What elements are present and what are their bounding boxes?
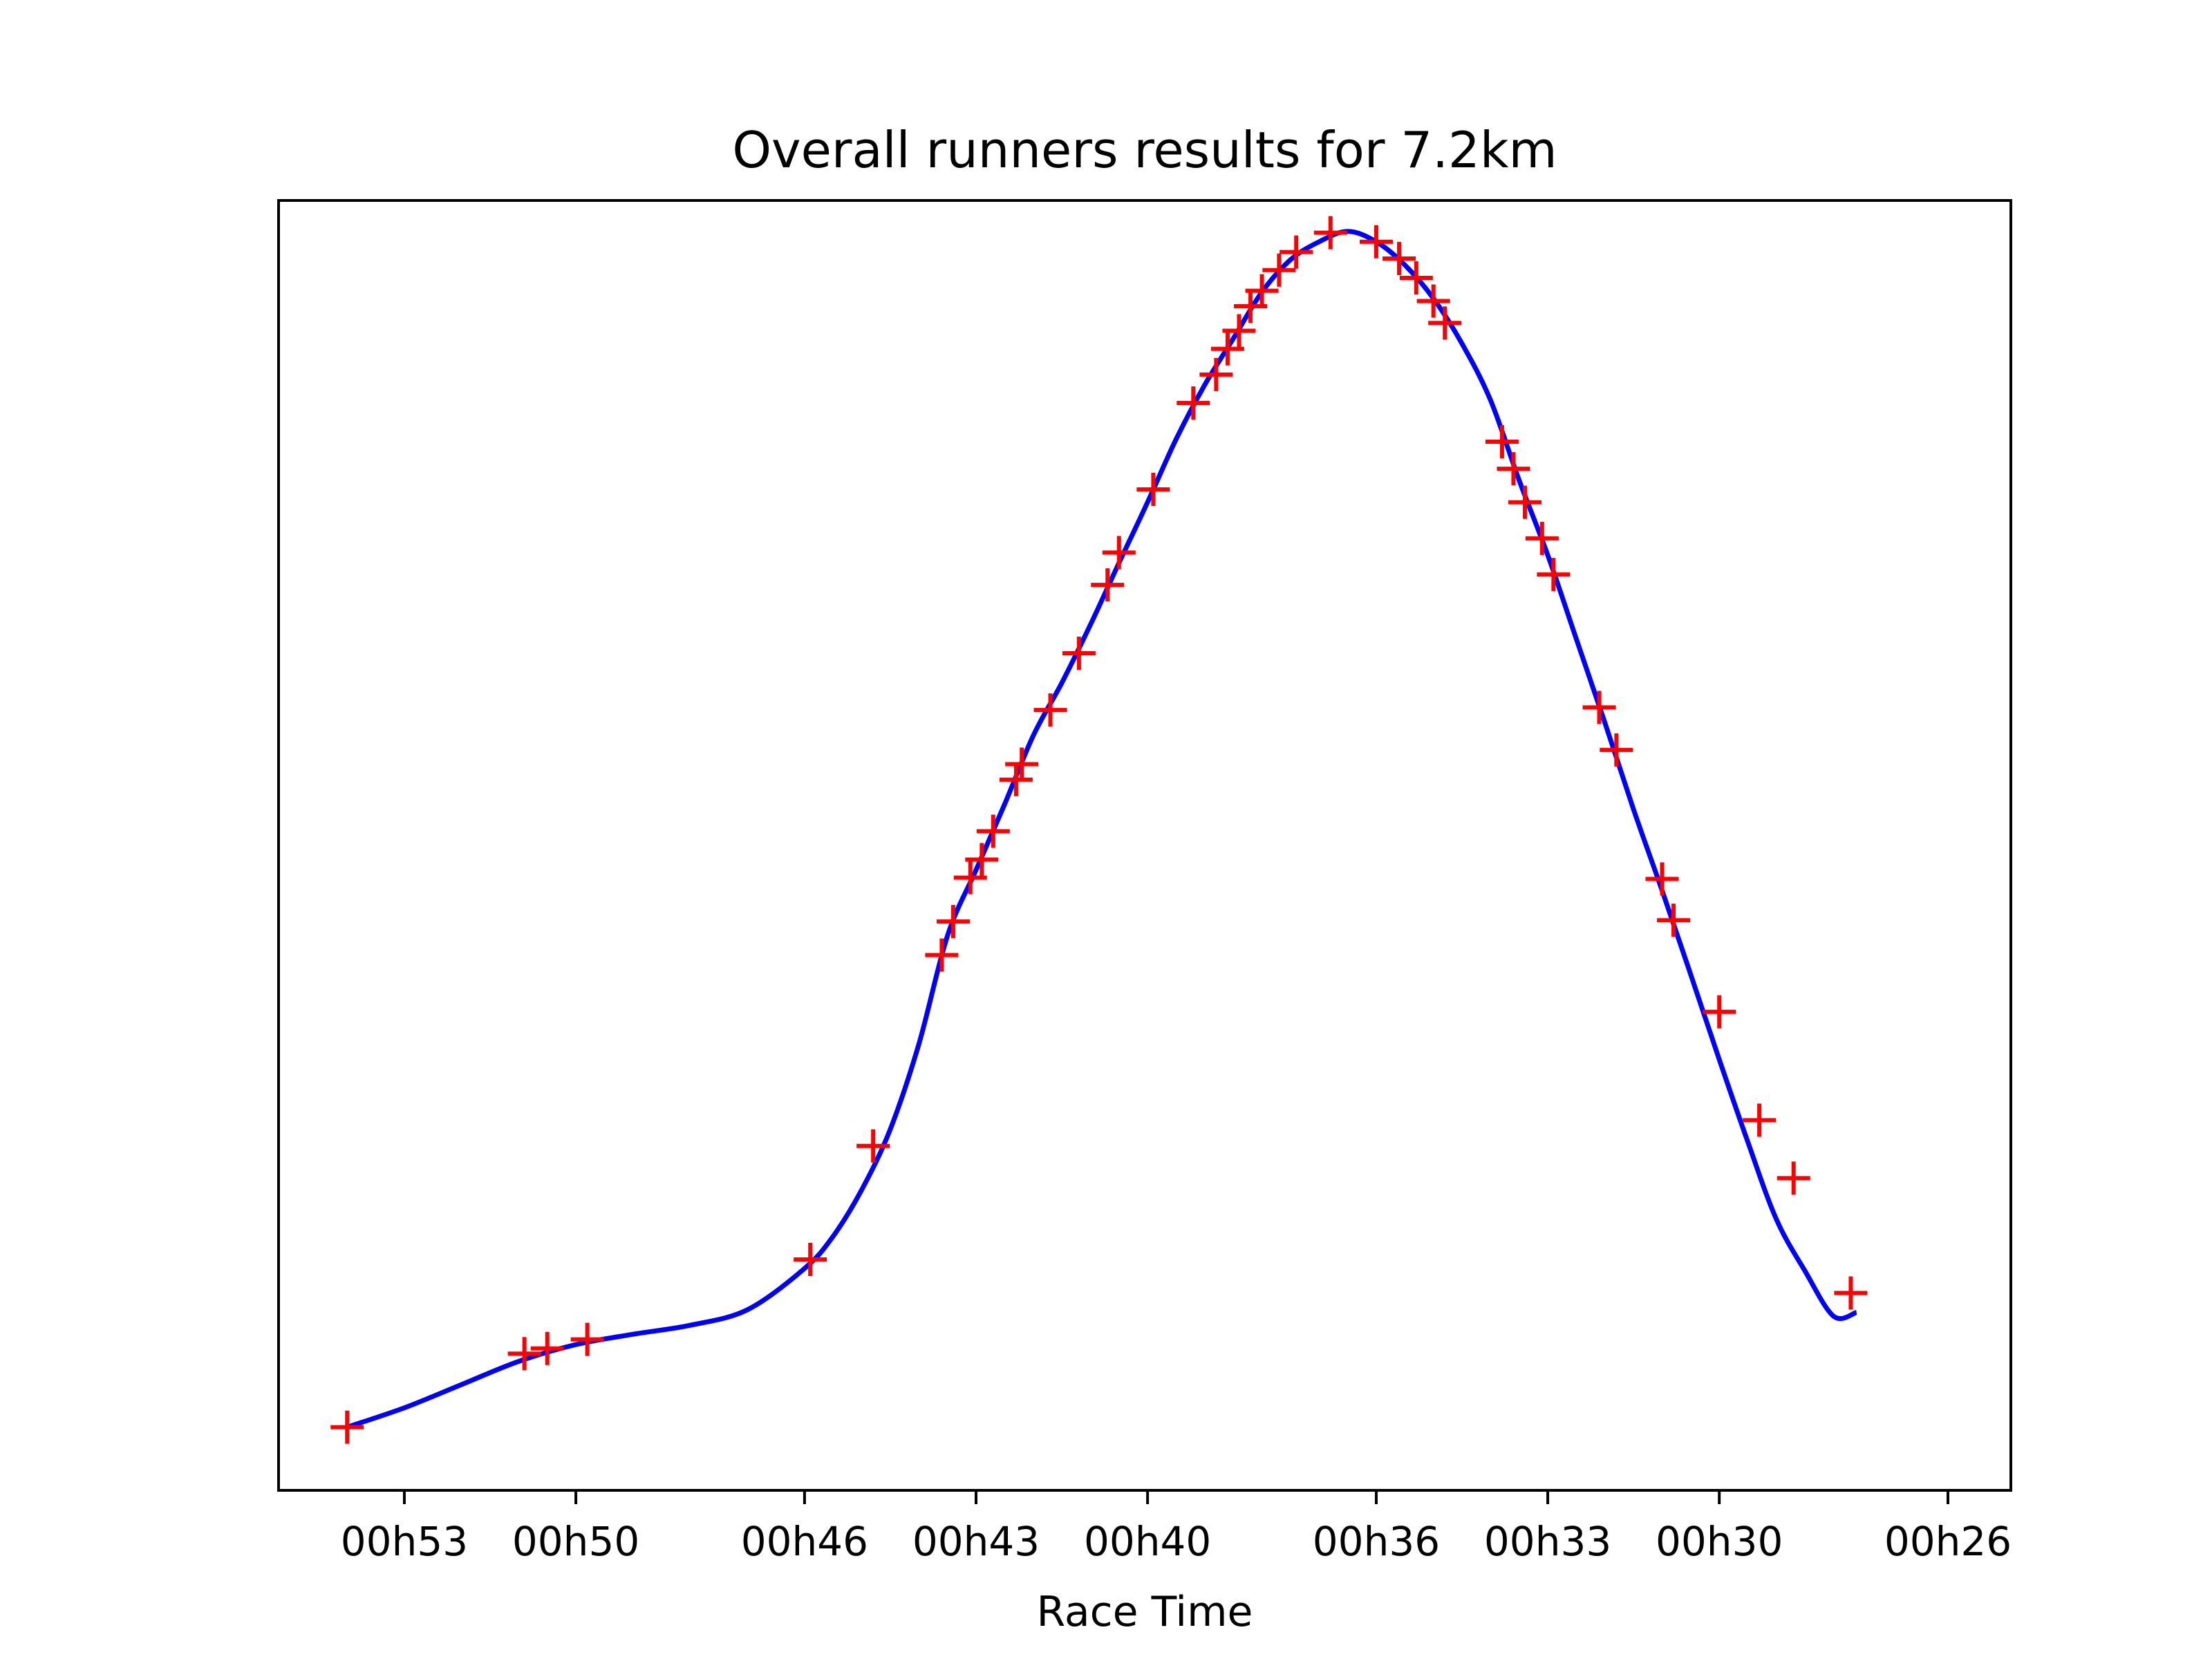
data-point-marker <box>1416 284 1450 318</box>
plot-frame <box>277 199 2012 1492</box>
data-point-marker <box>1359 225 1393 259</box>
data-point-marker <box>1743 1103 1777 1137</box>
data-point-marker <box>1199 357 1233 391</box>
data-point-marker <box>1222 314 1256 348</box>
data-point-marker <box>856 1129 890 1163</box>
data-point-marker <box>1062 636 1096 670</box>
data-point-marker <box>1399 261 1433 294</box>
data-point-marker <box>1582 691 1616 724</box>
x-tick-label: 00h26 <box>1884 1518 2012 1565</box>
data-point-marker <box>1537 558 1571 592</box>
data-point-marker <box>925 938 959 972</box>
data-point-marker <box>1033 693 1067 727</box>
x-tick-label: 00h50 <box>512 1518 639 1565</box>
data-point-marker <box>1525 521 1559 555</box>
x-tick-label: 00h46 <box>741 1518 868 1565</box>
data-point-marker <box>794 1242 827 1276</box>
data-point-marker <box>1600 733 1633 767</box>
data-point-marker <box>530 1331 564 1365</box>
data-point-marker <box>1262 253 1296 287</box>
plot-area <box>330 216 1868 1444</box>
data-point-marker <box>1210 332 1244 366</box>
data-point-marker <box>1005 747 1039 781</box>
x-tick-label: 00h30 <box>1656 1518 1783 1565</box>
data-point-marker <box>1777 1161 1810 1195</box>
x-tick-label: 00h43 <box>912 1518 1040 1565</box>
data-point-marker <box>1382 241 1416 275</box>
data-point-marker <box>1703 995 1736 1029</box>
data-point-marker <box>1485 424 1519 458</box>
data-point-marker <box>1497 452 1530 486</box>
data-point-marker <box>1645 862 1679 896</box>
data-point-marker <box>1508 485 1541 519</box>
x-tick-label: 00h36 <box>1313 1518 1440 1565</box>
data-point-marker <box>1177 386 1210 420</box>
data-point-marker <box>1280 235 1313 269</box>
data-point-marker <box>1428 306 1462 340</box>
data-point-marker <box>953 861 987 894</box>
data-point-marker <box>1136 472 1170 506</box>
data-point-marker <box>1102 536 1136 570</box>
x-tick-label: 00h53 <box>341 1518 468 1565</box>
data-point-marker <box>965 843 999 877</box>
data-point-marker <box>1657 903 1691 937</box>
x-axis: 00h53 00h50 00h46 00h43 00h40 00h36 00h33 00h30… <box>341 1490 2012 1565</box>
data-point-marker <box>999 762 1033 796</box>
chart-title: Overall runners results for 7.2km <box>732 121 1557 179</box>
data-point-marker <box>570 1322 604 1356</box>
x-tick-label: 00h40 <box>1084 1518 1211 1565</box>
data-point-marker <box>1834 1276 1868 1310</box>
x-tick-label: 00h33 <box>1484 1518 1611 1565</box>
data-point-marker <box>1313 216 1347 250</box>
data-point-marker <box>507 1337 541 1371</box>
x-axis-label: Race Time <box>1037 1588 1253 1636</box>
data-point-marker <box>1091 568 1125 602</box>
fit-curve <box>346 229 1857 1430</box>
data-point-marker <box>1245 274 1279 308</box>
data-point-marker <box>936 905 970 939</box>
data-point-marker <box>330 1410 364 1444</box>
data-point-marker <box>976 814 1010 848</box>
